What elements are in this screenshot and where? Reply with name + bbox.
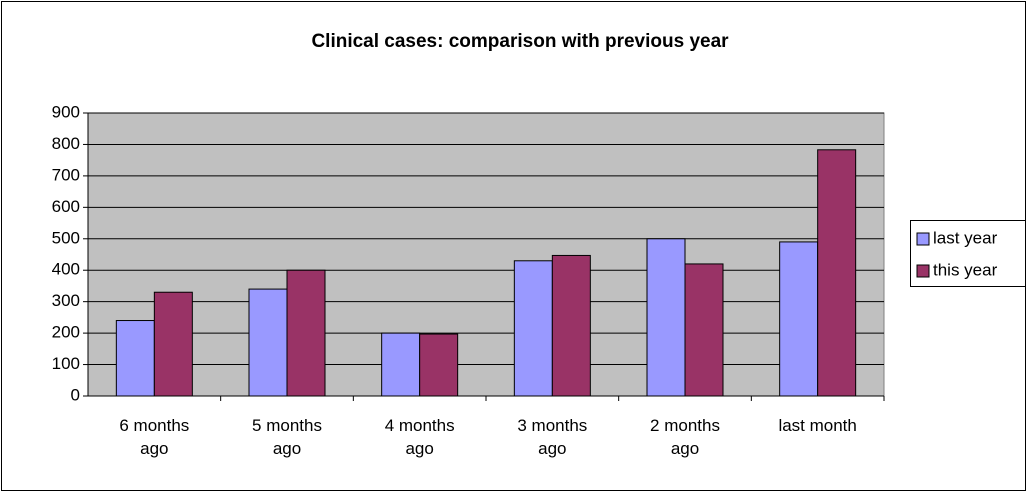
bar bbox=[684, 263, 724, 397]
plot-area bbox=[87, 112, 885, 397]
bar bbox=[646, 238, 686, 397]
x-tick-label: 3 months ago bbox=[517, 416, 588, 458]
bar bbox=[419, 333, 459, 397]
y-tick-label: 200 bbox=[52, 323, 80, 342]
bar bbox=[817, 149, 857, 397]
legend-label: last year bbox=[933, 228, 998, 247]
x-tick-label: 4 months ago bbox=[384, 416, 455, 458]
bar bbox=[779, 241, 819, 397]
bar bbox=[286, 269, 326, 397]
x-tick-label: 2 months ago bbox=[650, 416, 720, 458]
bar bbox=[381, 332, 421, 397]
x-tick-label: 5 months ago bbox=[252, 416, 322, 458]
y-tick-label: 500 bbox=[52, 228, 80, 247]
y-tick-label: 300 bbox=[52, 291, 80, 310]
y-tick-label: 0 bbox=[71, 385, 80, 404]
y-tick-label: 700 bbox=[52, 165, 80, 184]
x-tick-label: last month bbox=[778, 416, 857, 435]
y-tick-label: 400 bbox=[52, 260, 80, 279]
x-tick-label: 6 months ago bbox=[119, 416, 190, 458]
bar bbox=[551, 254, 591, 397]
bar bbox=[153, 291, 193, 397]
y-tick-label: 600 bbox=[52, 197, 80, 216]
bar bbox=[513, 260, 553, 397]
legend-label: this year bbox=[933, 260, 998, 279]
legend-swatch bbox=[916, 232, 930, 246]
chart-title: Clinical cases: comparison with previous… bbox=[311, 31, 729, 52]
bar bbox=[115, 320, 155, 397]
legend-box bbox=[910, 220, 1026, 287]
y-tick-label: 900 bbox=[52, 102, 80, 121]
legend-swatch bbox=[916, 264, 930, 278]
y-tick-label: 800 bbox=[52, 134, 80, 153]
y-tick-label: 100 bbox=[52, 354, 80, 373]
bar bbox=[248, 288, 288, 397]
